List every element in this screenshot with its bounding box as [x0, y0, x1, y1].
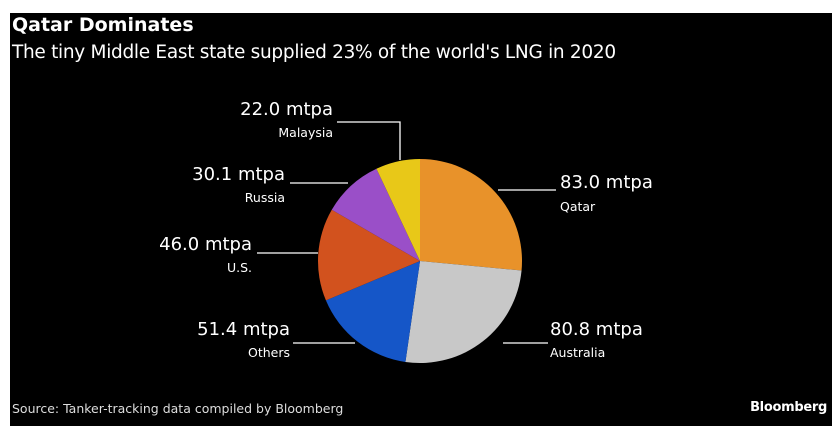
value-label-qatar: 83.0 mtpa: [560, 172, 653, 193]
value-label-russia: 30.1 mtpa: [192, 164, 285, 185]
chart-subtitle: The tiny Middle East state supplied 23% …: [12, 42, 616, 63]
category-label-qatar: Qatar: [560, 199, 596, 214]
bloomberg-logo: Bloomberg: [750, 400, 827, 415]
pie-slice-malaysia: [376, 159, 420, 261]
value-label-australia: 80.8 mtpa: [550, 319, 643, 340]
category-label-australia: Australia: [550, 345, 605, 360]
value-label-us: 46.0 mtpa: [159, 234, 252, 255]
value-label-others: 51.4 mtpa: [197, 319, 290, 340]
source-note: Source: Tanker-tracking data compiled by…: [12, 401, 344, 416]
chart-title: Qatar Dominates: [12, 14, 194, 36]
leader-line-malaysia: [337, 121, 401, 160]
pie-slice-others: [325, 261, 420, 362]
pie-slice-qatar: [420, 159, 522, 271]
category-label-others: Others: [248, 345, 290, 360]
category-label-malaysia: Malaysia: [278, 125, 333, 140]
pie-slice-russia: [331, 168, 420, 261]
category-label-us: U.S.: [227, 260, 252, 275]
value-label-malaysia: 22.0 mtpa: [240, 99, 333, 120]
category-label-russia: Russia: [245, 190, 285, 205]
pie-slice-australia: [405, 261, 522, 363]
pie-slice-us: [318, 209, 420, 301]
